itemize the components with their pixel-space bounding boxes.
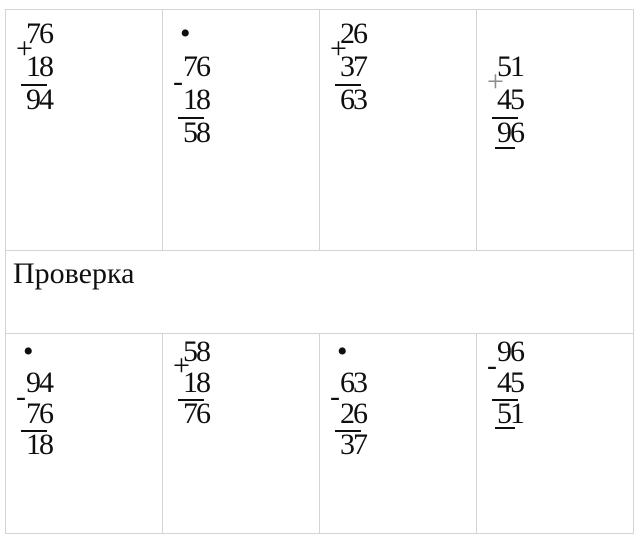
- arithmetic-problem: • 94 -76 18: [16, 336, 162, 460]
- result-line: 58: [173, 116, 319, 149]
- operand-line: +45: [487, 65, 633, 116]
- plus-operator: +: [16, 32, 33, 65]
- operand-line: +37: [330, 32, 476, 83]
- result-line: 51: [487, 398, 633, 429]
- arithmetic-problem: • 76 -18 58: [173, 17, 319, 149]
- result-value: 37: [340, 428, 368, 461]
- operand-line: 58: [173, 336, 319, 367]
- operand-top: 94: [26, 366, 54, 399]
- operand-top: 76: [183, 50, 211, 83]
- problem-cell-r1c4: 51 +45 96: [476, 9, 634, 251]
- operand-bottom: 18: [183, 366, 211, 399]
- bullet-icon: •: [180, 17, 191, 50]
- result-line: 37: [330, 429, 476, 460]
- fraction-line: [492, 117, 518, 119]
- bullet-line: •: [16, 336, 162, 367]
- check-section-cell: Проверка: [5, 250, 634, 334]
- result-line: 94: [16, 83, 162, 116]
- operand-bottom: 26: [340, 397, 368, 430]
- operand-line: 63: [330, 367, 476, 398]
- fraction-line: [178, 399, 204, 401]
- problem-cell-r1c2: • 76 -18 58: [162, 9, 320, 251]
- bullet-line: •: [330, 336, 476, 367]
- operand-line: +18: [173, 349, 319, 399]
- problem-cell-r3c3: • 63 -26 37: [319, 333, 477, 534]
- minus-operator: -: [487, 349, 497, 382]
- problem-cell-r3c2: 58 +18 76: [162, 333, 320, 534]
- problems-row-bottom: • 94 -76 18 58 +18 76 • 63 -26 37: [5, 333, 634, 534]
- operand-line: 94: [16, 367, 162, 398]
- operand-bottom: 45: [497, 366, 525, 399]
- fraction-line: [178, 117, 204, 119]
- problem-cell-r3c1: • 94 -76 18: [5, 333, 163, 534]
- result-value: 51: [497, 397, 525, 430]
- blank-underline: [495, 147, 515, 149]
- check-section-label: Проверка: [13, 257, 135, 290]
- fraction-line: [21, 84, 47, 86]
- operand-top: 51: [497, 50, 525, 83]
- operand-top: 76: [26, 17, 54, 50]
- minus-operator: -: [330, 380, 340, 413]
- operand-top: 58: [183, 335, 211, 368]
- operand-bottom: 18: [183, 83, 211, 116]
- result-line: 63: [330, 83, 476, 116]
- operand-line: +18: [16, 32, 162, 83]
- arithmetic-problem: 76 +18 94: [16, 17, 162, 116]
- result-line: 96: [487, 116, 633, 149]
- blank-underline: [495, 427, 515, 429]
- operand-bottom: 76: [26, 397, 54, 430]
- bullet-line: •: [173, 17, 319, 50]
- operand-line: -45: [487, 349, 633, 399]
- problem-cell-r1c3: 26 +37 63: [319, 9, 477, 251]
- operand-line: 76: [173, 50, 319, 83]
- operand-line: -26: [330, 380, 476, 430]
- arithmetic-problem: 51 +45 96: [487, 17, 633, 149]
- operand-line: -76: [16, 380, 162, 430]
- operand-line: 76: [16, 17, 162, 50]
- operand-line: 96: [487, 336, 633, 367]
- result-value: 76: [183, 397, 211, 430]
- problems-row-top: 76 +18 94 • 76 -18 58 26 +37 63: [5, 9, 634, 251]
- operand-top: 26: [340, 17, 368, 50]
- problem-cell-r1c1: 76 +18 94: [5, 9, 163, 251]
- minus-operator: -: [16, 380, 26, 413]
- arithmetic-problem: • 63 -26 37: [330, 336, 476, 460]
- check-row: Проверка: [5, 250, 634, 334]
- bullet-icon: •: [337, 335, 348, 368]
- arithmetic-problem: 96 -45 51: [487, 336, 633, 429]
- blank-line: [487, 17, 633, 50]
- result-value: 94: [26, 83, 54, 116]
- result-line: 18: [16, 429, 162, 460]
- problem-cell-r3c4: 96 -45 51: [476, 333, 634, 534]
- arithmetic-problem: 58 +18 76: [173, 336, 319, 429]
- operand-bottom: 37: [340, 50, 368, 83]
- result-value: 58: [183, 116, 211, 149]
- operand-line: 26: [330, 17, 476, 50]
- operand-bottom: 18: [26, 50, 54, 83]
- worksheet-table: 76 +18 94 • 76 -18 58 26 +37 63: [5, 9, 634, 534]
- operand-line: -18: [173, 65, 319, 116]
- operand-line: 51: [487, 50, 633, 83]
- fraction-line: [492, 399, 518, 401]
- fraction-line: [335, 84, 361, 86]
- minus-operator: -: [173, 65, 183, 98]
- plus-operator: +: [173, 349, 190, 382]
- arithmetic-problem: 26 +37 63: [330, 17, 476, 116]
- fraction-line: [335, 430, 361, 432]
- bullet-icon: •: [23, 335, 34, 368]
- result-value: 96: [497, 116, 525, 149]
- fraction-line: [21, 430, 47, 432]
- operand-top: 63: [340, 366, 368, 399]
- operand-bottom: 45: [497, 83, 525, 116]
- result-line: 76: [173, 398, 319, 429]
- operand-top: 96: [497, 335, 525, 368]
- plus-operator: +: [330, 32, 347, 65]
- result-value: 63: [340, 83, 368, 116]
- result-value: 18: [26, 428, 54, 461]
- plus-operator: +: [487, 65, 504, 98]
